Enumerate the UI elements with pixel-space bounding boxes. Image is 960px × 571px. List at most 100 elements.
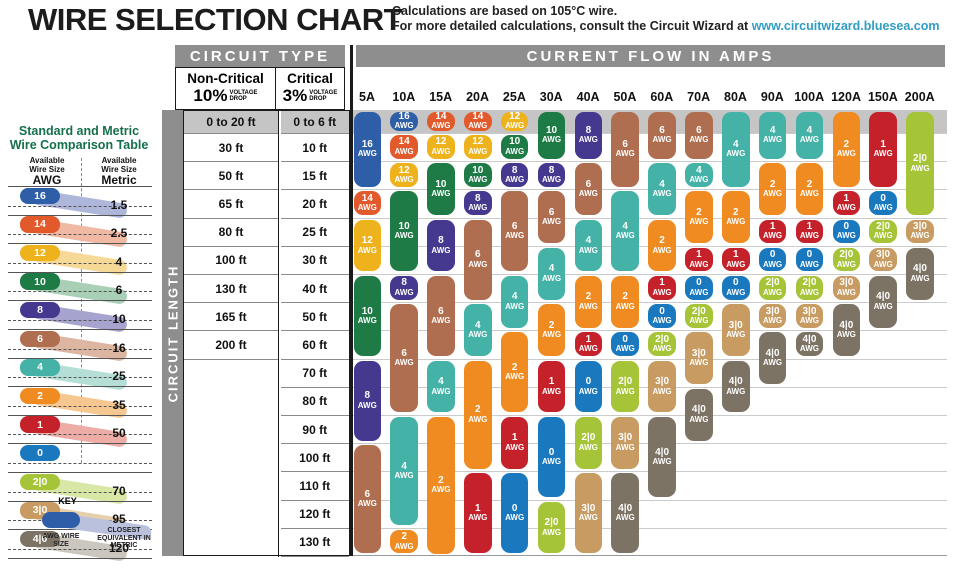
pill-gauge-number: 10 (398, 220, 410, 232)
pill-gauge-number: 2|0 (618, 376, 633, 388)
pill-awg-unit: AWG (910, 163, 930, 173)
row-dashed-line (8, 348, 152, 350)
row-dashed-line (8, 491, 152, 493)
pill-gauge-number: 14 (361, 192, 373, 204)
metric-value: 10 (112, 311, 126, 326)
amp-label: 60A (650, 90, 674, 104)
pill-gauge-number: 1 (880, 138, 886, 150)
pill-awg-unit: AWG (394, 121, 414, 131)
pill-gauge-number: 0 (806, 249, 813, 261)
pill-awg-unit: AWG (541, 175, 562, 185)
wire-pill-200A-300: 3|0 AWG (906, 219, 934, 244)
pill-awg-unit: AWG (541, 457, 562, 467)
pill-gauge-number: 2 (511, 361, 518, 373)
row-line (8, 300, 152, 302)
header-divider-line (350, 45, 353, 556)
wire-pill-100A-400: 4|0 AWG (795, 332, 824, 357)
wire-pill-90A-200: 2|0 AWG (758, 276, 787, 300)
pill-gauge-number: 2|0 (876, 220, 891, 232)
wire-pill-200A-400: 4|0 AWG (906, 247, 934, 300)
critical-length-cell: 100 ft (280, 444, 349, 473)
pill-awg-unit: AWG (541, 330, 562, 340)
awg-size-pill: 4 (20, 359, 60, 376)
comparison-row: 16 1.5 (6, 186, 154, 219)
wire-pill-20A-8: 8 AWG (464, 191, 492, 216)
pill-awg-unit: AWG (726, 217, 746, 227)
pill-awg-unit: AWG (799, 259, 819, 269)
metric-value: 4 (115, 254, 123, 269)
row-dashed-line (8, 262, 152, 264)
pill-gauge-number: 2|0 (691, 305, 706, 317)
pill-awg-unit: AWG (578, 189, 598, 199)
circuit-wizard-link[interactable]: www.circuitwizard.bluesea.com (751, 19, 940, 33)
pill-awg-unit: AWG (505, 513, 525, 523)
wire-pill-120A-200: 2|0 AWG (832, 247, 861, 272)
pill-awg-unit: AWG (689, 135, 709, 145)
pill-awg-unit: AWG (394, 146, 414, 156)
wire-pill-50A-2: 2 AWG (611, 276, 639, 328)
critical-length-cell: 50 ft (280, 303, 349, 332)
critical-length-cell: 25 ft (280, 219, 349, 247)
pill-awg-unit: AWG (763, 189, 783, 199)
noncritical-length-column: 0 to 20 ft 30 ft 50 ft 65 ft 80 ft 100 ft 130 … (184, 111, 279, 557)
wire-pill-70A-1: 1 AWG (685, 247, 713, 272)
wire-pill-5A-8: 8 AWG (353, 360, 381, 441)
pill-awg-unit: AWG (615, 301, 635, 311)
wire-pill-25A-1: 1 AWG (500, 417, 529, 469)
wire-pill-90A-1: 1 AWG (758, 219, 787, 244)
row-dashed-line (8, 405, 152, 407)
sidebar-title: Standard and Metric Wire Comparison Tabl… (9, 124, 149, 152)
pill-gauge-number: 0 (659, 305, 665, 317)
critical-length-cell: 60 ft (280, 331, 349, 360)
pill-gauge-number: 2|0 (655, 333, 669, 345)
length-label-box: 0 to 20 ft 30 ft 50 ft 65 ft 80 ft 100 ft 130 … (183, 110, 350, 557)
wire-pill-15A-14: 14 AWG (427, 111, 455, 131)
pill-gauge-number: 2|0 (544, 517, 559, 529)
pill-awg-unit: AWG (689, 358, 709, 368)
pill-awg-unit: AWG (615, 386, 635, 396)
pill-awg-unit: AWG (689, 259, 709, 269)
pill-awg-unit: AWG (578, 442, 598, 452)
comparison-row: 2 35 (6, 386, 154, 420)
wire-pill-90A-300: 3|0 AWG (758, 304, 787, 328)
pill-gauge-number: 6 (548, 206, 555, 218)
grid-row-line (353, 274, 947, 275)
pill-gauge-number: 4 (585, 235, 592, 247)
pill-awg-unit: AWG (578, 344, 598, 354)
critical-length-cell: 20 ft (280, 190, 349, 219)
wire-pill-20A-12: 12 AWG (464, 135, 492, 159)
pill-awg-unit: AWG (873, 203, 893, 213)
pill-gauge-number: 4 (732, 138, 739, 150)
pill-awg-unit: AWG (763, 259, 783, 269)
sidebar-col-header-awg: Available Wire Size AWG (29, 156, 65, 187)
pill-awg-unit: AWG (873, 259, 893, 269)
pill-gauge-number: 4|0 (839, 319, 854, 331)
pill-gauge-number: 4|0 (691, 404, 706, 416)
comparison-row: 0 (6, 443, 154, 472)
pill-gauge-number: 2 (843, 138, 850, 150)
awg-size-pill: 16 (20, 187, 60, 204)
pill-awg-unit: AWG (726, 259, 746, 269)
wire-pill-10A-4: 4 AWG (390, 417, 418, 526)
pill-gauge-number: 10 (361, 305, 373, 317)
pill-awg-unit: AWG (578, 513, 598, 523)
pill-gauge-number: 1 (585, 333, 592, 345)
wire-pill-60A-200: 2|0 AWG (648, 332, 676, 357)
wire-pill-10A-12: 12 AWG (390, 163, 418, 187)
pill-awg-unit: AWG (652, 189, 672, 199)
pill-awg-unit: AWG (763, 316, 783, 326)
pill-gauge-number: 2 (696, 206, 702, 218)
wire-pill-5A-6: 6 AWG (353, 445, 381, 554)
pill-awg-unit: AWG (578, 301, 598, 311)
pill-awg-unit: AWG (468, 259, 488, 269)
pill-awg-unit: AWG (652, 344, 672, 354)
pill-awg-unit: AWG (615, 513, 635, 523)
pill-awg-unit: AWG (357, 245, 377, 255)
pill-gauge-number: 1 (548, 376, 555, 388)
pill-gauge-number: 2 (732, 206, 739, 218)
wire-pill-20A-10: 10 AWG (464, 163, 492, 187)
grid-row-line (353, 302, 947, 304)
pill-gauge-number: 2 (548, 319, 555, 331)
pill-awg-unit: AWG (726, 287, 746, 297)
